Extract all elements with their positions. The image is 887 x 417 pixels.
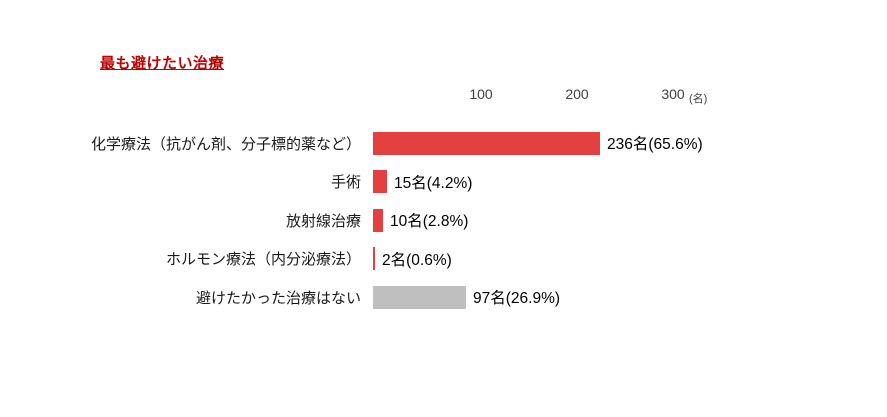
chart-row: ホルモン療法（内分泌療法） 2名(0.6%)	[0, 240, 887, 279]
chart-row: 避けたかった治療はない 97名(26.9%)	[0, 278, 887, 317]
value-label: 236名(65.6%)	[607, 136, 703, 154]
chart-row: 化学療法（抗がん剤、分子標的薬など） 236名(65.6%)	[0, 124, 887, 163]
category-label: 避けたかった治療はない	[195, 289, 361, 307]
chart-rows: 化学療法（抗がん剤、分子標的薬など） 236名(65.6%) 手術 15名(4.2%)…	[0, 124, 887, 317]
bar	[373, 170, 387, 194]
value-label: 10名(2.8%)	[390, 213, 469, 231]
chart-row: 手術 15名(4.2%)	[0, 163, 887, 202]
category-label: 放射線治療	[285, 212, 361, 230]
bar	[373, 131, 600, 155]
category-label: 化学療法（抗がん剤、分子標的薬など）	[90, 135, 361, 153]
x-axis-tick-300: 300	[661, 86, 685, 102]
value-label: 97名(26.9%)	[473, 290, 561, 308]
bar	[373, 247, 375, 271]
bar	[373, 208, 383, 232]
chart-row: 放射線治療 10名(2.8%)	[0, 201, 887, 240]
x-axis: 100 200 300 (名)	[0, 86, 887, 106]
x-axis-tick-200: 200	[565, 86, 589, 102]
chart-title: 最も避けたい治療	[100, 55, 225, 72]
x-axis-unit-label: (名)	[689, 93, 708, 105]
category-label: 手術	[330, 174, 361, 192]
value-label: 15名(4.2%)	[394, 174, 473, 192]
bar	[373, 285, 466, 309]
category-label: ホルモン療法（内分泌療法）	[165, 251, 361, 269]
x-axis-tick-100: 100	[469, 86, 493, 102]
value-label: 2名(0.6%)	[382, 251, 452, 269]
